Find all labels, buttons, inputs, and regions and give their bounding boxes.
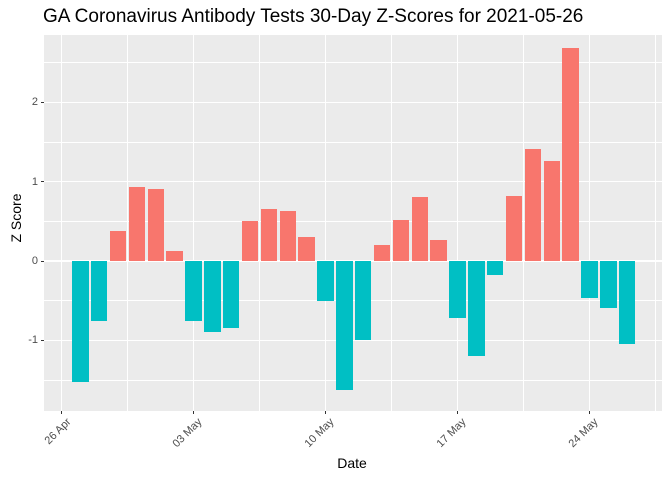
gridline-minor-vertical [523,35,524,411]
gridline-major-horizontal [43,101,662,103]
bar-2021-04-30 [128,187,146,261]
gridline-major-vertical [588,35,591,411]
bar-2021-05-19 [486,261,504,276]
bar-2021-05-05 [222,261,240,329]
gridline-major-vertical [60,35,63,411]
bar-2021-05-02 [166,251,183,261]
gridline-major-horizontal [43,260,662,262]
x-tick-mark [192,410,194,414]
bar-2021-05-14 [392,219,410,261]
bar-2021-05-18 [468,261,485,357]
bar-2021-05-09 [298,237,315,261]
x-tick-mark [324,410,326,414]
y-axis-title: Z Score [8,193,24,243]
y-tick-mark [40,101,44,103]
bar-2021-05-04 [204,261,221,333]
gridline-minor-vertical [259,35,260,411]
bar-2021-05-10 [317,261,334,301]
bar-2021-05-12 [354,261,372,341]
bar-2021-05-24 [581,261,598,299]
y-tick-label: 0 [31,255,38,267]
gridline-major-vertical [456,35,459,411]
bar-2021-05-23 [562,48,579,261]
gridline-minor-vertical [391,35,392,411]
bar-2021-05-06 [241,221,259,261]
x-tick-label: 26 Apr [42,415,73,447]
bar-2021-05-22 [543,160,561,261]
bar-2021-05-03 [185,261,202,322]
bar-2021-05-13 [373,245,391,261]
bar-2021-05-26 [618,261,636,345]
x-tick-mark [61,410,62,414]
y-tick-label: 2 [31,96,38,109]
y-tick-label: 1 [31,175,38,188]
bar-2021-05-08 [279,210,297,261]
chart-title: GA Coronavirus Antibody Tests 30-Day Z-S… [43,6,584,27]
bar-2021-04-28 [90,261,108,322]
bar-2021-05-15 [411,196,429,261]
bar-2021-05-21 [524,149,542,261]
bar-2021-04-29 [109,230,127,261]
x-tick-mark [588,410,590,414]
bar-2021-05-01 [147,188,165,261]
gridline-major-vertical [192,35,195,411]
gridline-minor-horizontal [43,62,662,63]
y-tick-label: -1 [28,334,38,347]
plot-panel [43,35,662,411]
bar-2021-05-25 [600,261,617,308]
x-tick-label: 03 May [170,415,205,450]
y-tick-mark [40,181,44,183]
gridline-minor-horizontal [43,220,662,222]
y-tick-mark [40,260,44,262]
bar-2021-04-27 [72,261,89,383]
gridline-minor-horizontal [43,141,662,143]
gridline-major-vertical [324,35,327,411]
bar-2021-05-07 [260,209,278,261]
bar-2021-05-20 [505,195,523,261]
x-tick-mark [456,410,458,414]
gridline-major-horizontal [43,180,662,183]
x-tick-label: 17 May [434,415,469,450]
gridline-minor-vertical [655,35,656,411]
bar-2021-05-17 [449,261,466,319]
x-axis-title: Date [337,455,367,471]
bar-2021-05-11 [336,261,353,391]
gridline-minor-vertical [127,35,128,411]
bar-2021-05-16 [430,239,447,261]
x-tick-label: 24 May [566,415,601,450]
y-tick-mark [40,339,44,341]
